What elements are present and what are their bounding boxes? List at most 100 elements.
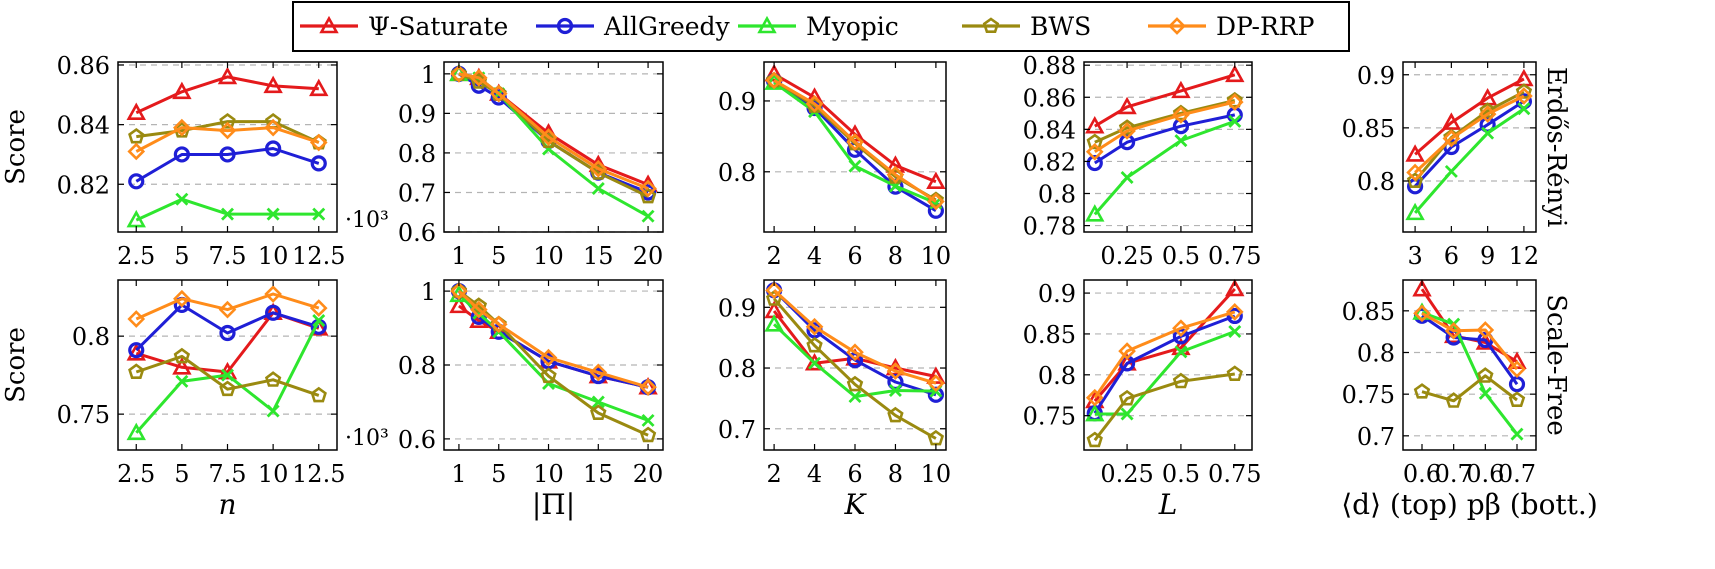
data-point-dp-rrp [1085, 142, 1104, 161]
data-point-dp-rrp [1118, 122, 1136, 140]
y-tick-label: 0.86 [57, 52, 110, 80]
data-point-myopic [591, 395, 605, 409]
data-point-dp-rrp [1085, 388, 1104, 407]
legend-item-allgreedy: AllGreedy [536, 12, 731, 41]
y-tick-label: 0.84 [1023, 116, 1076, 144]
panel-r0c0: 0.82 0.84 0.86 2.5 5 7.5 10 12.5 Score ·10³ [1, 52, 389, 270]
y-tick-label: 0.9 [1357, 62, 1395, 90]
x-tick-label: 20 [633, 242, 664, 270]
x-tick-label: 8 [888, 460, 903, 488]
legend-item-bws: BWS [962, 12, 1091, 41]
data-point-dp-rrp [489, 315, 508, 334]
data-point-myopic [764, 314, 784, 332]
x-axis-label: L [1158, 488, 1178, 521]
data-point-myopic [848, 390, 862, 404]
x-tick-label: 15 [583, 242, 614, 270]
row-label: Scale-Free [1541, 294, 1571, 436]
data-point-dp-rrp [127, 310, 146, 328]
series-dp-rrp [127, 285, 328, 328]
x-tick-label: 0.5 [1162, 460, 1200, 488]
data-point-dp-rrp [805, 94, 824, 113]
legend-marker-myopic [757, 15, 777, 34]
data-point-bws [1172, 104, 1190, 121]
x-tick-label: 2 [766, 242, 781, 270]
x-axis-label: ⟨d⟩ (top) pβ (bott.) [1341, 488, 1598, 521]
data-point-bws [1445, 392, 1462, 408]
y-tick-label: 0.86 [1023, 84, 1076, 112]
x-axis-exponent: ·10³ [345, 208, 389, 233]
y-tick-label: 0.6 [398, 219, 436, 247]
y-tick-label: 0.7 [1357, 423, 1395, 451]
data-point-dp-rrp [1118, 342, 1136, 360]
y-tick-label: 0.85 [1342, 115, 1395, 143]
data-point-saturate [309, 78, 329, 97]
data-point-dp-rrp [639, 378, 657, 397]
data-point-dp-rrp [886, 362, 905, 380]
x-tick-label: 12.5 [292, 460, 345, 488]
y-tick-label: 0.9 [718, 294, 756, 322]
data-point-myopic [1120, 170, 1134, 184]
x-tick-label: 0.6 [1466, 460, 1504, 488]
x-tick-label: 20 [633, 460, 664, 488]
panel-r0c3: 0.78 0.8 0.82 0.84 0.86 0.88 0.25 0.5 0.75 [1023, 52, 1262, 270]
series-line-dp-rrp [458, 72, 649, 190]
data-point-bws [1226, 365, 1243, 382]
data-point-dp-rrp [927, 192, 945, 211]
y-tick-label: 0.85 [1342, 298, 1395, 326]
x-tick-label: 10 [258, 460, 289, 488]
data-point-allgreedy [219, 324, 236, 342]
data-point-myopic [641, 413, 655, 427]
data-point-myopic [1174, 345, 1188, 359]
series-line-myopic [1421, 311, 1519, 436]
series-line-allgreedy [1421, 314, 1519, 386]
series-line-allgreedy [135, 147, 320, 183]
series-dp-rrp [1413, 304, 1526, 379]
series-saturate [764, 63, 946, 190]
data-point-myopic [808, 356, 822, 370]
data-point-allgreedy [265, 304, 282, 321]
series-saturate [1085, 64, 1245, 134]
x-tick-label: 5 [491, 242, 506, 270]
data-point-allgreedy [1226, 307, 1243, 325]
series-line-saturate [135, 75, 319, 115]
series-dp-rrp [1085, 93, 1244, 161]
data-point-bws [219, 112, 236, 129]
x-tick-label: 10 [921, 460, 952, 488]
data-point-saturate [172, 357, 192, 375]
panel-r1c1: 0.60.811 5 10 15 20|Π| [398, 278, 664, 521]
series-dp-rrp [1406, 87, 1533, 182]
series-line-myopic [1413, 107, 1525, 214]
series-line-saturate [1094, 73, 1236, 128]
data-point-allgreedy [310, 155, 327, 172]
data-point-saturate [126, 102, 146, 121]
x-tick-label: 4 [807, 242, 822, 270]
x-tick-label: 1 [451, 460, 466, 488]
data-point-allgreedy [265, 140, 282, 157]
data-point-dp-rrp [450, 65, 468, 83]
data-point-bws [1413, 383, 1431, 399]
y-tick-label: 0.8 [718, 159, 756, 187]
series-saturate [126, 66, 329, 121]
data-point-bws [1086, 133, 1103, 150]
series-line-dp-rrp [1414, 94, 1525, 174]
x-tick-label: 6 [847, 242, 862, 270]
data-point-saturate [1225, 278, 1245, 297]
series-line-allgreedy [1093, 314, 1236, 415]
data-point-myopic [1085, 403, 1105, 422]
y-tick-label: 0.8 [398, 140, 436, 168]
data-point-dp-rrp [1172, 106, 1190, 124]
series-line-myopic [1094, 330, 1236, 416]
x-tick-label: 2.5 [117, 460, 155, 488]
series-saturate [1412, 278, 1527, 369]
y-tick-label: 0.8 [72, 323, 110, 351]
legend-marker-dp-rrp [1168, 17, 1186, 35]
x-tick-label: 9 [1480, 242, 1495, 270]
x-tick-label: 10 [921, 242, 952, 270]
data-point-bws [1479, 102, 1496, 118]
legend-label-myopic: Myopic [806, 12, 899, 41]
y-tick-label: 0.7 [398, 179, 436, 207]
data-point-bws [173, 347, 191, 364]
x-tick-label: 2.5 [117, 242, 155, 270]
data-point-dp-rrp [589, 363, 608, 382]
